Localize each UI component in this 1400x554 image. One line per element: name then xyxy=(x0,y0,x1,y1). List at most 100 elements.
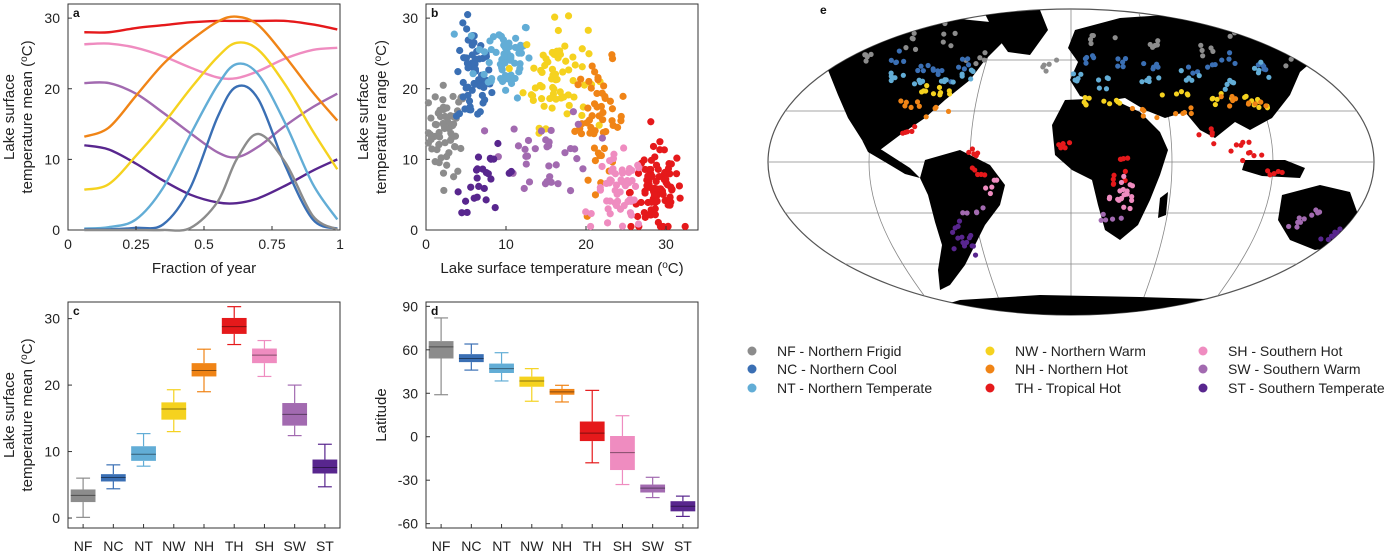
lake-TH xyxy=(966,149,972,156)
point-TH xyxy=(640,208,648,217)
point-TH xyxy=(643,182,651,190)
category-label-NF: NF xyxy=(432,538,451,554)
category-label-NT: NT xyxy=(492,538,511,554)
land-south-america xyxy=(920,150,1005,290)
lake-NF xyxy=(1288,56,1294,62)
lake-NH xyxy=(1227,103,1233,109)
legend-label-NF: NF - Northern Frigid xyxy=(777,343,901,359)
map-lake-points xyxy=(862,20,1343,258)
point-NF xyxy=(448,133,456,142)
box-NW xyxy=(161,402,187,420)
lake-NF xyxy=(1155,38,1161,44)
lake-NC xyxy=(1120,64,1126,70)
point-SW xyxy=(561,149,569,157)
lake-NC xyxy=(1226,56,1232,62)
lake-NF xyxy=(903,45,909,51)
lake-NH xyxy=(1154,114,1160,121)
point-NF xyxy=(445,149,453,157)
lake-TH xyxy=(1275,168,1281,175)
point-ST xyxy=(474,153,483,161)
lake-SH xyxy=(987,190,993,197)
x-tick-label: 20 xyxy=(578,236,594,252)
point-SW xyxy=(547,178,555,186)
point-NH xyxy=(594,149,603,157)
point-NH xyxy=(577,75,585,83)
point-NW xyxy=(530,64,538,72)
x-tick-label: 0.75 xyxy=(258,236,285,252)
point-NC xyxy=(474,110,482,118)
category-label-ST: ST xyxy=(674,538,692,554)
point-TH xyxy=(666,201,674,209)
panel-b-label: b xyxy=(431,6,438,20)
point-SH xyxy=(612,181,621,189)
lake-SH xyxy=(1121,173,1127,179)
legend-label-ST: ST - Southern Temperate xyxy=(1228,380,1385,396)
point-TH xyxy=(672,170,681,178)
lake-NC xyxy=(1185,64,1192,70)
point-NW xyxy=(565,101,573,110)
point-NF xyxy=(443,161,451,169)
box-SW xyxy=(282,403,308,426)
point-NW xyxy=(551,13,559,21)
point-SW xyxy=(522,160,530,168)
lake-NH xyxy=(908,104,914,111)
line-NF xyxy=(84,132,338,232)
lake-SW xyxy=(980,205,986,211)
point-TH xyxy=(637,198,645,207)
box-NF xyxy=(428,341,454,359)
lake-TH xyxy=(975,171,981,178)
point-NT xyxy=(480,70,488,79)
lake-TH xyxy=(1233,142,1239,148)
point-SW xyxy=(525,178,534,186)
point-NW xyxy=(505,64,513,73)
panel-d-ylabel: Latitude xyxy=(373,388,390,441)
legend-swatch-NW xyxy=(985,346,995,356)
lake-NW xyxy=(1083,102,1089,108)
point-SH xyxy=(607,167,616,175)
point-NH xyxy=(591,156,599,165)
lake-NW xyxy=(1212,101,1218,108)
category-label-NH: NH xyxy=(552,538,572,554)
box-NH xyxy=(191,363,217,377)
point-ST xyxy=(484,170,492,178)
lake-ST xyxy=(955,235,961,241)
point-ST xyxy=(475,182,483,190)
point-SW xyxy=(566,187,575,195)
land-greenland xyxy=(985,10,1048,55)
point-NH xyxy=(597,102,605,111)
lake-TH xyxy=(1246,139,1252,145)
lake-TH xyxy=(972,167,978,173)
point-SW xyxy=(523,152,532,160)
point-SW xyxy=(545,138,553,146)
point-NT xyxy=(498,77,507,86)
point-NC xyxy=(488,88,496,97)
point-NC xyxy=(475,76,483,84)
point-ST xyxy=(490,155,498,163)
point-NT xyxy=(501,71,510,80)
point-NF xyxy=(428,145,436,153)
panel-b-points xyxy=(424,11,689,231)
lake-SW xyxy=(1309,212,1315,218)
legend-swatch-SW xyxy=(1198,364,1208,374)
point-NW xyxy=(539,51,547,59)
point-ST xyxy=(487,175,495,183)
lake-NF xyxy=(1200,53,1206,59)
point-NW xyxy=(585,50,593,58)
box-NF xyxy=(70,489,96,503)
point-NW xyxy=(523,41,531,49)
point-NW xyxy=(562,57,570,65)
lake-NT xyxy=(1095,77,1102,83)
lake-TH xyxy=(1196,132,1202,138)
point-SW xyxy=(537,127,546,135)
legend-swatch-ST xyxy=(1198,383,1208,393)
lake-NF xyxy=(1199,47,1205,53)
lake-NW xyxy=(1209,96,1215,102)
panel-a-ylabel-1: Lake surface xyxy=(1,74,18,160)
point-NC xyxy=(464,64,472,72)
lake-NC xyxy=(956,64,962,70)
lake-TH xyxy=(1117,156,1124,162)
legend-swatch-SH xyxy=(1198,346,1208,356)
panel-b-ylabel-1: Lake surface xyxy=(355,74,372,160)
lake-NT xyxy=(888,70,894,76)
category-label-NC: NC xyxy=(461,538,481,554)
